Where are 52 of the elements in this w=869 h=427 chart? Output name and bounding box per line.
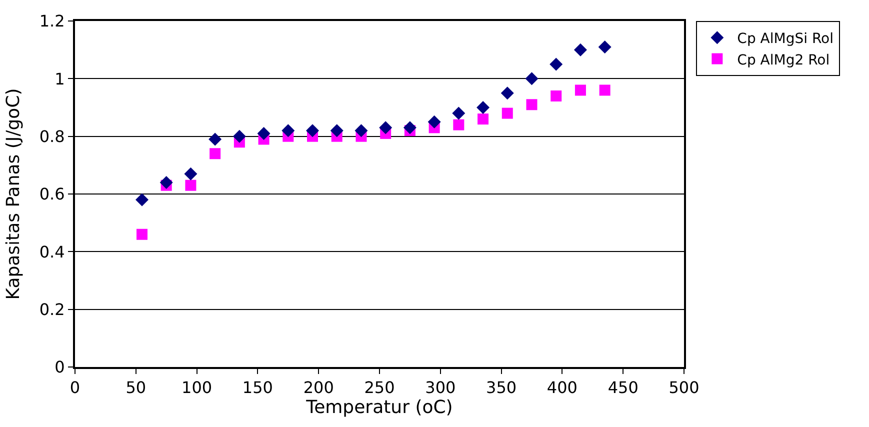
x-tick-label: 450 (608, 378, 638, 398)
point (306, 124, 320, 138)
legend-label: Cp AlMg2 Rol (737, 52, 830, 68)
point (502, 108, 513, 119)
y-tick-label: 1.2 (39, 12, 65, 31)
x-tick-label: 50 (126, 378, 146, 398)
x-tick-label: 350 (486, 378, 517, 398)
point (526, 99, 538, 110)
legend-label: Cp AlMgSi Rol (737, 31, 834, 48)
point (282, 124, 295, 138)
y-tick-label: 0 (54, 358, 65, 377)
point (500, 86, 514, 100)
point (330, 124, 344, 138)
y-tick-label: 0.6 (39, 184, 65, 204)
x-axis-title: Temperatur (oC) (305, 397, 453, 418)
y-tick-label: 0.8 (39, 126, 65, 146)
point (210, 148, 221, 160)
point (428, 115, 441, 128)
point (184, 167, 198, 180)
point (478, 114, 489, 125)
point (598, 40, 612, 54)
x-tick-label: 100 (182, 378, 212, 398)
y-tick-label: 1 (54, 69, 65, 88)
point (135, 193, 148, 206)
point (403, 121, 416, 134)
x-tick-label: 300 (425, 378, 456, 398)
point (574, 84, 586, 96)
point (452, 106, 466, 120)
point (476, 101, 490, 114)
point (574, 43, 587, 56)
x-tick-label: 250 (364, 378, 395, 398)
point (550, 58, 563, 71)
point (379, 121, 392, 134)
y-axis-title: Kapasitas Panas (J/goC) (3, 88, 24, 300)
x-tick-label: 400 (546, 378, 578, 398)
point (136, 228, 148, 240)
x-tick-label: 500 (668, 378, 700, 398)
point (453, 119, 464, 130)
y-tick-label: 0.4 (39, 242, 65, 262)
x-tick-label: 200 (303, 378, 334, 398)
y-tick-label: 0.2 (39, 300, 65, 319)
point (599, 84, 610, 96)
x-tick-label: 0 (70, 378, 80, 398)
x-tick-label: 150 (242, 378, 273, 398)
point (232, 130, 246, 143)
point (208, 132, 222, 146)
point (525, 72, 538, 86)
point (257, 126, 270, 140)
point (160, 176, 173, 189)
point (185, 180, 196, 191)
point (354, 124, 368, 138)
point (550, 90, 562, 102)
